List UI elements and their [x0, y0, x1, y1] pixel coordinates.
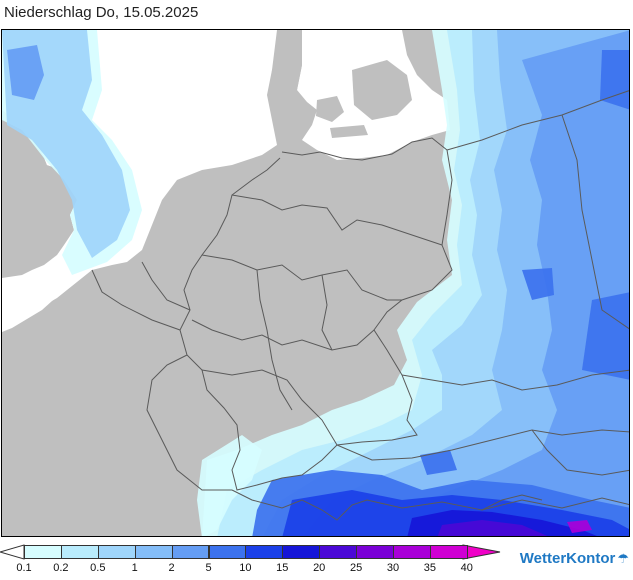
border-france-west	[91, 269, 181, 331]
legend-swatch	[208, 545, 247, 559]
legend-swatch	[60, 545, 99, 559]
legend-label: 1	[131, 562, 138, 574]
legend-label: 5	[205, 562, 212, 574]
map-title: Niederschlag Do, 15.05.2025	[4, 4, 199, 21]
legend-swatch	[393, 545, 431, 559]
border-states-6	[321, 274, 333, 351]
legend-swatch	[356, 545, 394, 559]
legend-swatch	[134, 545, 173, 559]
border-slovenia	[481, 494, 543, 511]
legend-label: 30	[386, 562, 400, 574]
legend-label: 0.1	[16, 562, 32, 574]
precip-zone-south-4	[437, 520, 548, 536]
legend-swatch	[429, 545, 468, 559]
border-poland	[446, 90, 629, 151]
border-states-1	[231, 194, 443, 246]
brand-logo[interactable]: WetterKontor ☂	[520, 550, 629, 567]
land-jutland	[270, 30, 317, 148]
border-hungary	[531, 429, 629, 476]
legend-label: 2	[168, 562, 175, 574]
border-states-3	[191, 319, 375, 351]
country-borders	[91, 90, 629, 521]
border-austria	[336, 429, 629, 461]
precipitation-map	[1, 29, 630, 537]
sea-english-channel	[2, 267, 62, 332]
precip-zone-south-5	[567, 520, 592, 533]
land-zealand-2	[352, 60, 412, 120]
border-states-2	[201, 254, 402, 301]
legend-swatch	[245, 545, 284, 559]
border-czech	[401, 369, 629, 391]
legend-swatch	[97, 545, 136, 559]
brand-name: WetterKontor	[519, 550, 616, 567]
legend-label: 15	[276, 562, 289, 574]
arrow-left-icon	[0, 544, 25, 560]
border-france-south	[146, 354, 232, 491]
border-states-5	[256, 269, 293, 411]
border-germany	[179, 137, 453, 491]
legend-swatch	[171, 545, 210, 559]
map-canvas	[2, 30, 629, 536]
land-lolland-2	[330, 125, 368, 138]
legend-label: 25	[349, 562, 363, 574]
precipitation-overlay	[2, 30, 629, 536]
raindrop-icon: ☂	[617, 551, 629, 566]
border-italy	[366, 497, 629, 511]
precip-zone-east-6	[600, 50, 629, 110]
legend-label: 0.5	[90, 562, 106, 574]
arrow-right-icon	[462, 544, 501, 560]
legend-label: 40	[460, 562, 473, 574]
precip-zone-south-6	[420, 450, 457, 475]
legend-label: 20	[313, 562, 326, 574]
legend-swatch	[319, 545, 358, 559]
precip-zone-west-3	[7, 45, 44, 100]
legend-label: 35	[423, 562, 437, 574]
precip-zone-east-7	[522, 268, 554, 300]
border-states-4	[201, 369, 338, 446]
land-great-britain	[2, 110, 77, 278]
precip-zone-east-8	[582, 292, 629, 380]
legend-label: 10	[239, 562, 252, 574]
border-benelux	[141, 261, 191, 311]
precip-zone-alps-1	[197, 435, 262, 536]
border-swiss	[231, 489, 368, 521]
legend-swatch	[24, 545, 62, 559]
precipitation-legend: 0.1 0.2 0.5 1 2 5 10 15 20 25 30 35 40	[0, 540, 633, 580]
legend-swatch	[282, 545, 321, 559]
border-east	[561, 114, 629, 330]
land-funen-2	[316, 96, 344, 122]
legend-label: 0.2	[53, 562, 69, 574]
precip-zone-east-5	[383, 30, 629, 536]
